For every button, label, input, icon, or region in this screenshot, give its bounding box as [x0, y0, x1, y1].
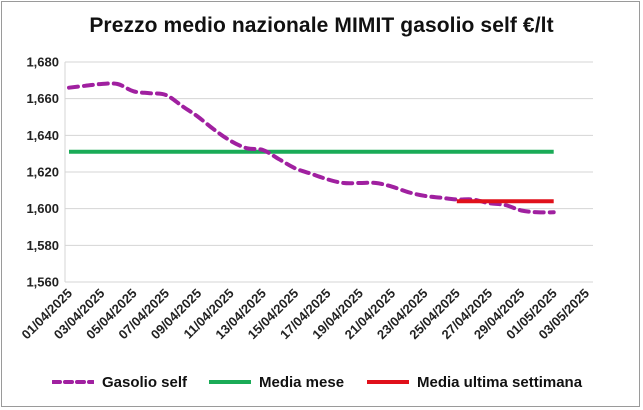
legend-label-gasolio-self: Gasolio self: [102, 373, 188, 391]
y-tick-label: 1,660: [26, 91, 59, 106]
chart-legend: Gasolio self Media mese Media ultima set…: [0, 371, 643, 393]
y-tick-label: 1,560: [26, 275, 59, 290]
y-tick-label: 1,600: [26, 201, 59, 216]
legend-swatch-gasolio-self: [52, 380, 94, 384]
series-line-gasolio-self: [67, 81, 556, 215]
y-tick-label: 1,680: [26, 55, 59, 70]
legend-label-media-mese: Media mese: [259, 373, 345, 391]
legend-item-gasolio-self: Gasolio self: [52, 371, 187, 393]
legend-swatch-media-mese: [209, 380, 251, 384]
y-tick-label: 1,580: [26, 238, 59, 253]
legend-swatch-media-ultima-settimana: [367, 380, 409, 384]
legend-item-media-ultima-settimana: Media ultima settimana: [367, 371, 582, 393]
legend-item-media-mese: Media mese: [209, 371, 344, 393]
y-tick-label: 1,640: [26, 128, 59, 143]
chart-title: Prezzo medio nazionale MIMIT gasolio sel…: [89, 14, 554, 37]
y-tick-label: 1,620: [26, 165, 59, 180]
legend-label-media-ultima-settimana: Media ultima settimana: [417, 373, 583, 391]
